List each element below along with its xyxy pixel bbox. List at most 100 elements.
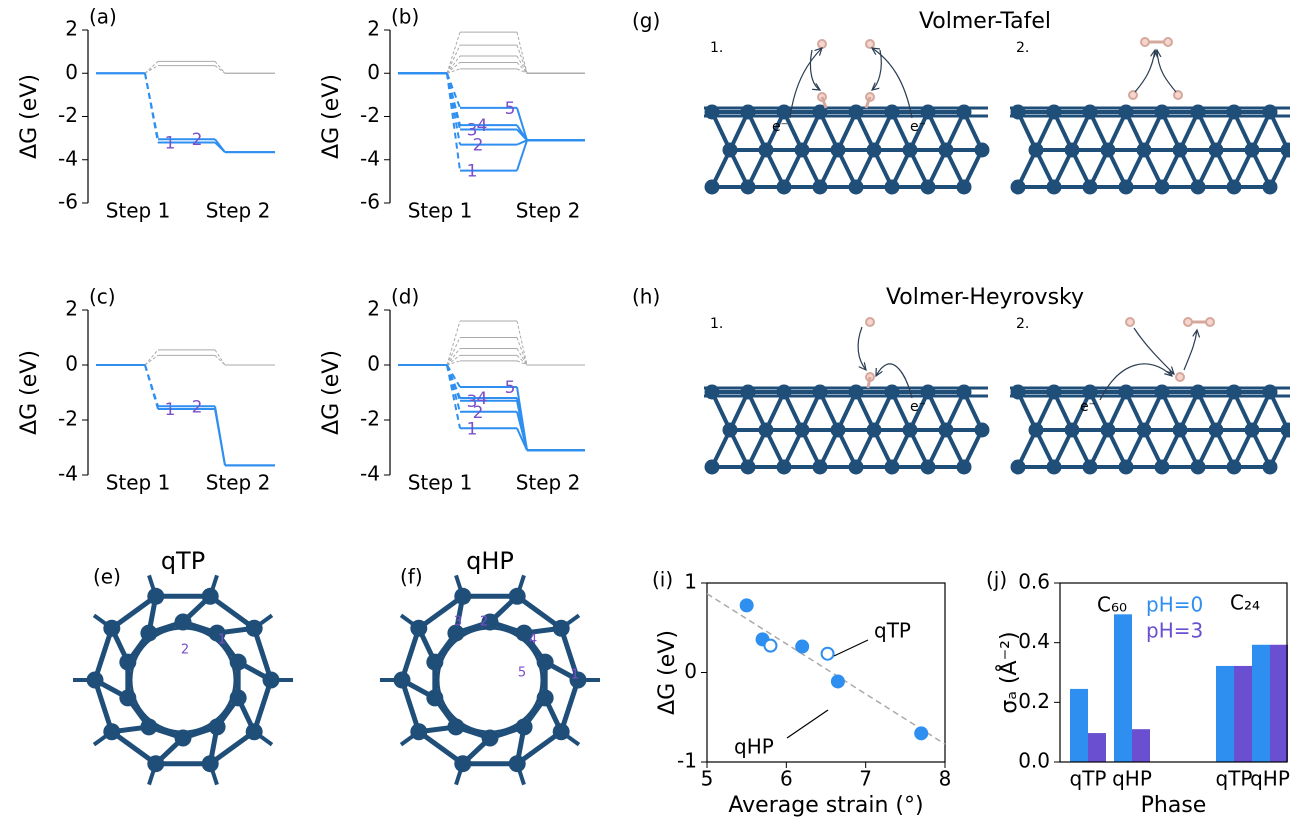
- atom: [1010, 104, 1026, 120]
- x-tick-label: Step 2: [516, 471, 581, 495]
- cage-title: qHP: [466, 547, 514, 575]
- transition: [446, 73, 461, 126]
- arrow: [789, 48, 822, 119]
- atom: [1136, 422, 1152, 438]
- bar: [1132, 729, 1150, 762]
- hydrogen-atom: [1163, 37, 1173, 47]
- atom: [1262, 179, 1278, 195]
- site-label: 3: [454, 615, 462, 630]
- transition: [144, 354, 159, 366]
- atom: [848, 104, 864, 120]
- point: [820, 646, 835, 661]
- atom: [956, 104, 972, 120]
- bond: [399, 679, 422, 733]
- atom: [1172, 422, 1188, 438]
- x-tick-label: Step 1: [106, 199, 171, 223]
- series-label: 5: [505, 378, 516, 398]
- transition: [446, 354, 461, 366]
- atom: [1244, 422, 1260, 438]
- atom: [902, 142, 918, 158]
- y-tick-label: 0: [367, 60, 380, 84]
- point: [914, 726, 929, 741]
- y-tick-label: 0.2: [1018, 689, 1050, 713]
- y-tick-label: -1: [677, 749, 697, 773]
- atom: [515, 718, 533, 736]
- atom: [812, 384, 828, 400]
- atom: [1046, 179, 1062, 195]
- atom: [776, 179, 792, 195]
- atom: [1154, 459, 1170, 475]
- transition: [446, 68, 461, 74]
- atom: [1172, 142, 1188, 158]
- bond: [251, 679, 274, 733]
- atom: [866, 422, 882, 438]
- y-tick-label: -4: [58, 146, 78, 170]
- y-axis-label: σₐ (Å⁻²): [995, 631, 1022, 713]
- atom: [920, 104, 936, 120]
- series-label: 2: [192, 397, 203, 417]
- atom: [245, 723, 263, 741]
- series-label: 1: [165, 133, 176, 153]
- plot-frame: [1059, 582, 1288, 763]
- atom: [1190, 384, 1206, 400]
- transition: [214, 61, 226, 74]
- atom: [1280, 142, 1290, 158]
- atom: [722, 422, 738, 438]
- electron-label: e⁻: [772, 119, 788, 135]
- atom: [1262, 104, 1278, 120]
- atom: [884, 104, 900, 120]
- x-axis-label: Average strain (°): [728, 793, 923, 818]
- atom: [866, 142, 882, 158]
- atom: [830, 422, 846, 438]
- atom: [740, 459, 756, 475]
- atom: [515, 624, 533, 642]
- panel-label: (b): [391, 5, 419, 29]
- y-tick-label: 0.4: [1018, 629, 1050, 653]
- transition: [516, 320, 528, 366]
- transition: [516, 386, 528, 451]
- arrow: [872, 48, 913, 119]
- bond: [208, 729, 256, 766]
- atom: [776, 104, 792, 120]
- point: [739, 598, 754, 613]
- atom: [229, 689, 247, 707]
- atom: [1046, 384, 1062, 400]
- atom: [1082, 179, 1098, 195]
- transition: [214, 406, 226, 466]
- transition: [446, 72, 461, 109]
- y-axis-label: ΔG (eV): [319, 74, 344, 159]
- bond: [864, 96, 872, 109]
- y-axis-label: ΔG (eV): [17, 350, 42, 435]
- transition: [144, 65, 159, 74]
- atom: [208, 624, 226, 642]
- transition: [446, 348, 461, 366]
- atom: [1010, 384, 1026, 400]
- atom: [536, 689, 554, 707]
- atom: [1190, 179, 1206, 195]
- bond: [92, 679, 115, 733]
- atom: [704, 104, 720, 120]
- atom: [1136, 142, 1152, 158]
- arrow: [1183, 330, 1197, 371]
- transition: [516, 62, 528, 74]
- atom: [794, 142, 810, 158]
- point: [763, 638, 778, 653]
- atom: [1064, 422, 1080, 438]
- bond: [417, 729, 465, 766]
- x-tick-label: qHP: [1250, 767, 1290, 791]
- atom: [722, 142, 738, 158]
- transition: [214, 138, 226, 153]
- transition: [446, 364, 461, 388]
- transition: [516, 55, 528, 74]
- atom: [1262, 384, 1278, 400]
- legend-label: pH=3: [1146, 619, 1203, 643]
- atom: [938, 142, 954, 158]
- atom: [103, 723, 121, 741]
- transition: [446, 73, 461, 171]
- bar: [1070, 688, 1088, 762]
- y-axis-label: ΔG (eV): [319, 350, 344, 435]
- fit-line: [706, 593, 946, 745]
- bond: [110, 594, 158, 631]
- y-axis-label: ΔG (eV): [655, 630, 680, 715]
- atom: [86, 671, 104, 689]
